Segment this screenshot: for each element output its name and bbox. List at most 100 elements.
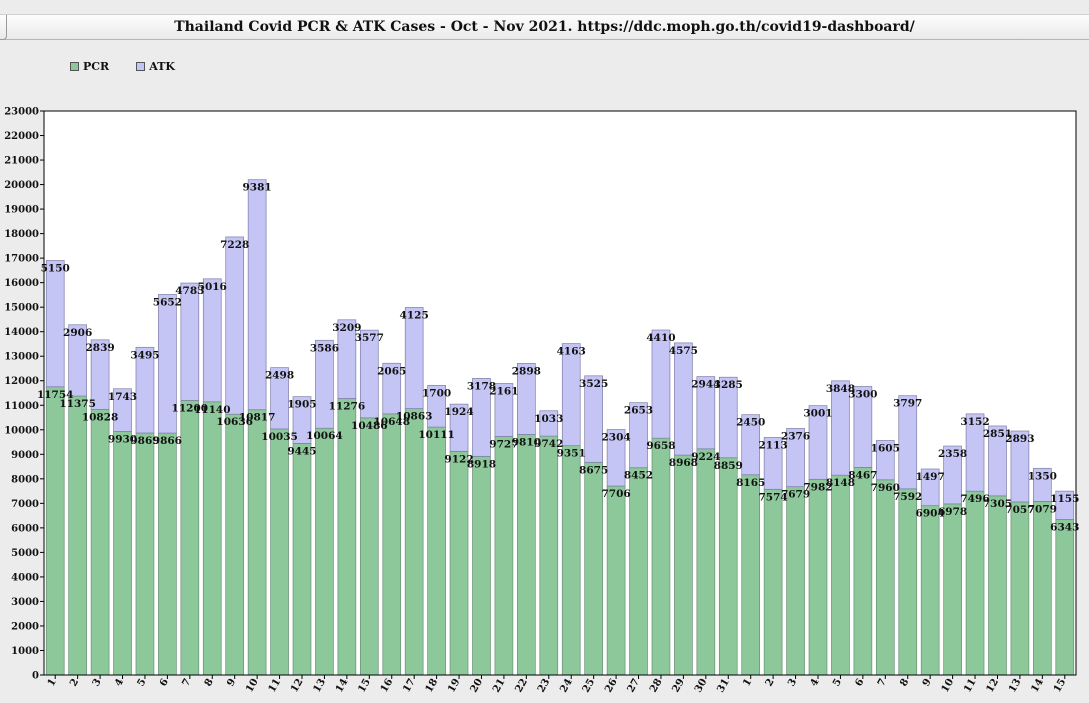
bar-pcr [247, 409, 267, 676]
bar-pcr [292, 443, 312, 676]
x-tick-label: 13 [312, 677, 329, 695]
bar-atk [696, 376, 716, 450]
bar-pcr [427, 426, 446, 676]
data-label-atk: 2450 [736, 417, 765, 429]
bar-atk [472, 378, 491, 457]
bar-atk [359, 329, 379, 419]
bar-atk [763, 437, 783, 490]
data-label-pcr: 9122 [444, 453, 473, 465]
bar-pcr [270, 428, 289, 676]
x-tick-label: 15 [1052, 677, 1069, 695]
bar-pcr [718, 457, 738, 676]
bar-atk [831, 380, 850, 476]
data-label-pcr: 10828 [82, 411, 119, 423]
x-tick-label: 16 [379, 677, 396, 695]
data-label-pcr: 10817 [239, 412, 276, 424]
x-tick-label: 14 [334, 677, 351, 695]
bar-pcr [943, 503, 962, 676]
bar-pcr [1055, 519, 1075, 676]
x-tick-label: 27 [626, 677, 643, 695]
data-label-atk: 3848 [826, 383, 855, 395]
data-label-atk: 2376 [781, 430, 810, 442]
data-label-atk: 2065 [377, 365, 406, 377]
x-tick-label: 6 [853, 677, 866, 689]
data-label-pcr: 9930 [108, 433, 137, 445]
data-label-atk: 2898 [512, 365, 541, 377]
x-tick-label: 3 [91, 677, 104, 689]
y-tick-label: 12000 [4, 376, 39, 387]
y-tick-label: 18000 [4, 229, 39, 240]
y-tick-label: 9000 [11, 450, 39, 461]
data-label-pcr: 8968 [669, 457, 698, 469]
data-label-pcr: 8675 [579, 464, 608, 476]
bar-atk [943, 445, 962, 505]
data-label-pcr: 11140 [194, 404, 231, 416]
x-tick-label: 5 [136, 677, 149, 689]
x-tick-label: 3 [786, 677, 799, 689]
y-tick-label: 19000 [4, 205, 39, 216]
bar-pcr [651, 437, 671, 676]
bar-pcr [561, 445, 581, 676]
y-tick-label: 13000 [4, 352, 39, 363]
bar-pcr [763, 488, 783, 676]
bar-atk [113, 388, 132, 432]
data-label-pcr: 11200 [172, 402, 209, 414]
bar-pcr [741, 474, 761, 676]
data-label-pcr: 9742 [534, 438, 563, 450]
bar-pcr [180, 400, 200, 676]
bar-pcr [808, 478, 828, 676]
legend: PCR ATK [70, 56, 197, 75]
x-tick-label: 9 [921, 677, 934, 689]
bar-atk [1010, 430, 1030, 503]
bar-pcr [1010, 501, 1030, 676]
data-label-atk: 4163 [557, 346, 586, 358]
x-tick-label: 2 [68, 677, 81, 689]
x-tick-label: 25 [581, 677, 598, 695]
data-label-atk: 1033 [534, 413, 563, 425]
bar-pcr [674, 454, 693, 676]
data-label-atk: 1743 [108, 391, 137, 403]
legend-swatch-pcr [70, 62, 79, 71]
bar-atk [629, 402, 648, 469]
legend-label-pcr: PCR [83, 60, 110, 73]
x-tick-label: 4 [113, 677, 126, 689]
data-label-atk: 2653 [624, 405, 653, 417]
bar-pcr [113, 431, 132, 676]
data-label-pcr: 10064 [306, 430, 343, 442]
bar-pcr [831, 474, 850, 676]
y-tick-label: 23000 [4, 107, 39, 118]
x-tick-label: 14 [1029, 677, 1046, 695]
x-tick-label: 10 [244, 677, 261, 695]
bar-atk [517, 363, 536, 435]
x-tick-label: 19 [446, 677, 463, 695]
bar-pcr [225, 413, 245, 676]
data-label-pcr: 10863 [396, 411, 433, 423]
bar-atk [449, 403, 469, 452]
x-tick-label: 8 [898, 677, 911, 689]
bar-pcr [45, 386, 65, 676]
bar-atk [427, 385, 446, 428]
bar-atk [539, 410, 559, 437]
data-label-pcr: 10486 [351, 420, 388, 432]
data-label-pcr: 7960 [871, 482, 900, 494]
y-tick-label: 2000 [11, 621, 39, 632]
data-label-atk: 2498 [265, 370, 294, 382]
x-tick-label: 7 [180, 677, 193, 689]
bar-atk [494, 383, 514, 437]
y-tick-label: 17000 [4, 254, 39, 265]
bar-pcr [1033, 501, 1052, 676]
data-label-atk: 2113 [759, 439, 788, 451]
data-label-atk: 4125 [400, 309, 429, 321]
data-label-atk: 3209 [332, 322, 361, 334]
bar-atk [651, 329, 671, 439]
x-tick-label: 29 [671, 677, 688, 695]
y-tick-label: 20000 [4, 180, 39, 191]
bar-pcr [359, 417, 379, 676]
y-tick-label: 14000 [4, 327, 39, 338]
data-label-pcr: 9869 [130, 435, 159, 447]
x-tick-label: 22 [513, 677, 530, 695]
bar-pcr [202, 401, 222, 676]
bar-atk [786, 428, 805, 488]
bar-pcr [629, 467, 648, 676]
bar-atk [741, 414, 761, 476]
